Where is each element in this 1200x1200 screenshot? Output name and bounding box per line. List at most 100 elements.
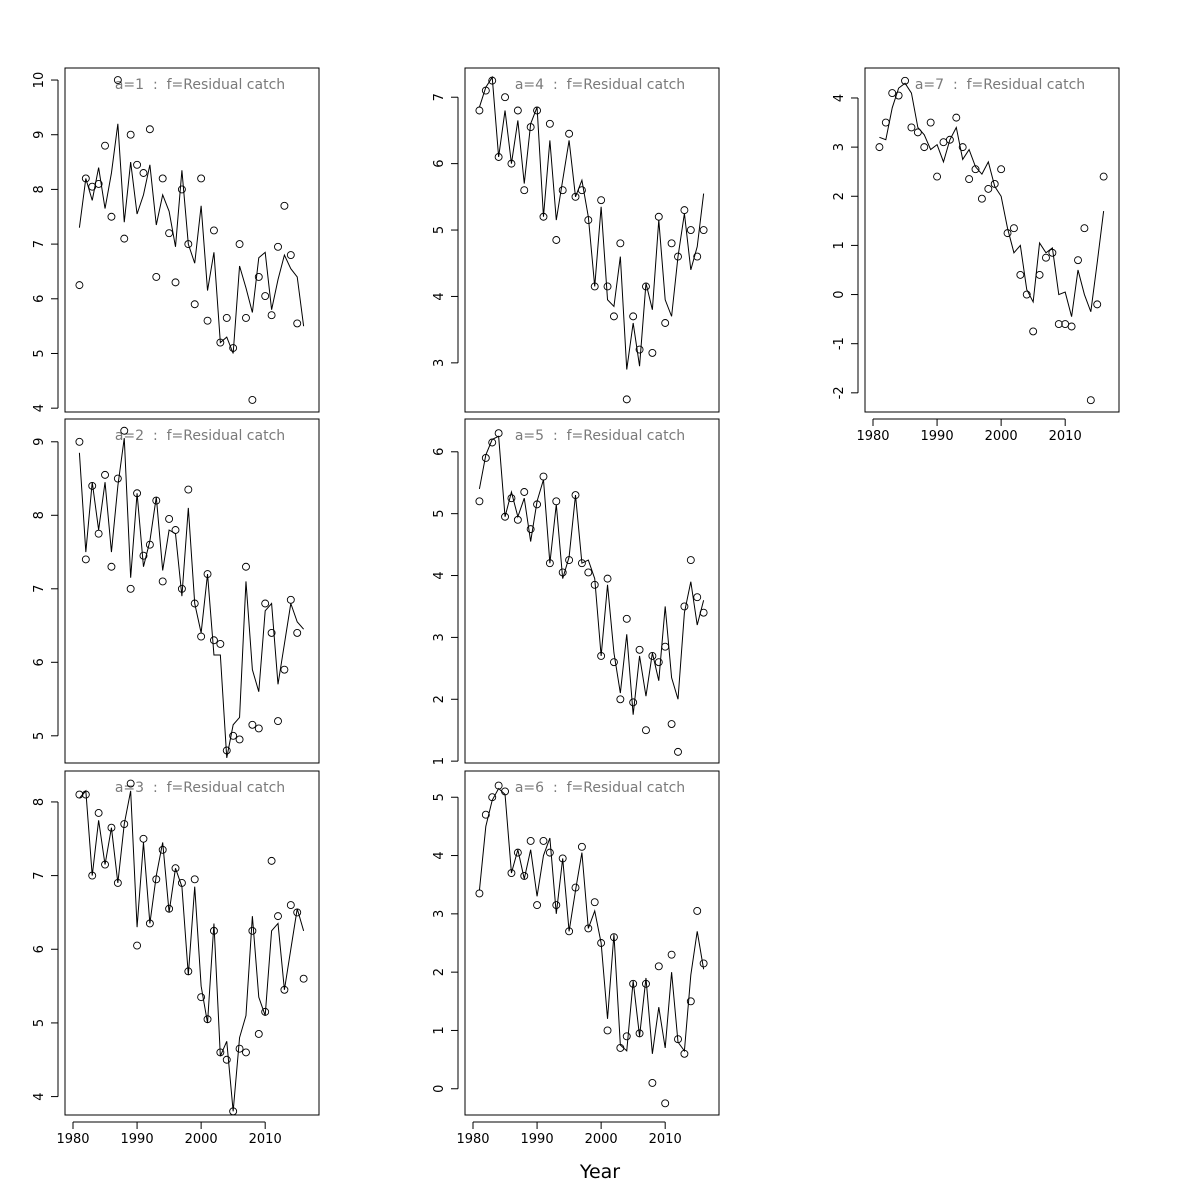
- fitted-line: [478, 435, 705, 715]
- observed-point: [254, 1030, 263, 1038]
- observed-point: [293, 319, 302, 328]
- observed-point: [94, 809, 103, 817]
- observed-point: [577, 842, 586, 851]
- observed-point: [158, 577, 167, 586]
- observed-point: [661, 319, 670, 327]
- observed-point: [235, 735, 244, 744]
- observed-point: [1054, 320, 1063, 328]
- y-tick-label: 8: [32, 798, 47, 806]
- observed-point: [1009, 224, 1018, 233]
- y-tick-label: 4: [432, 571, 447, 579]
- observed-point: [261, 599, 270, 608]
- observed-point: [901, 76, 909, 85]
- observed-point: [654, 962, 663, 971]
- panel-frame: [864, 67, 1120, 413]
- observed-point: [1016, 270, 1025, 279]
- observed-point: [680, 602, 689, 611]
- observed-point: [235, 1044, 244, 1053]
- y-tick-label: 1: [432, 757, 447, 765]
- observed-point: [280, 201, 289, 210]
- y-tick-label: 4: [832, 94, 847, 102]
- x-tick-label: 2010: [1049, 429, 1082, 444]
- observed-point: [545, 119, 554, 128]
- observed-point: [693, 593, 702, 602]
- observed-point: [539, 837, 548, 845]
- observed-point: [1086, 396, 1095, 405]
- observed-point: [139, 169, 148, 177]
- x-tick-label: 2000: [185, 1132, 218, 1147]
- y-tick-label: 3: [432, 633, 447, 641]
- observed-point: [654, 658, 663, 667]
- observed-point: [686, 226, 695, 234]
- y-tick-label: 9: [32, 131, 47, 139]
- observed-point: [965, 175, 974, 184]
- observed-point: [126, 130, 135, 139]
- observed-point: [552, 497, 561, 506]
- panel-title: a=3 : f=Residual catch: [115, 780, 285, 796]
- observed-point: [248, 396, 257, 404]
- y-tick-label: 7: [32, 871, 47, 879]
- observed-point: [1080, 224, 1089, 233]
- observed-point: [945, 135, 954, 144]
- observed-point: [280, 665, 289, 674]
- observed-point: [286, 901, 295, 910]
- x-tick-label: 1990: [121, 1132, 154, 1147]
- observed-point: [648, 1078, 657, 1087]
- observed-point: [267, 628, 276, 637]
- observed-point: [165, 515, 174, 523]
- panel-frame: [464, 418, 720, 764]
- observed-point: [1042, 253, 1050, 262]
- observed-point: [501, 93, 509, 102]
- y-tick-label: 7: [32, 585, 47, 593]
- observed-point: [603, 574, 612, 583]
- observed-point: [933, 172, 942, 181]
- panel-title: a=5 : f=Residual catch: [515, 428, 685, 444]
- observed-point: [609, 312, 618, 321]
- observed-point: [520, 871, 529, 880]
- observed-point: [184, 485, 193, 494]
- observed-point: [171, 864, 180, 873]
- observed-point: [520, 488, 529, 496]
- observed-point: [977, 194, 986, 203]
- panel-title: a=4 : f=Residual catch: [515, 77, 685, 93]
- x-axis-label: Year: [579, 1161, 620, 1183]
- y-tick-label: 6: [32, 945, 47, 953]
- observed-point: [552, 901, 561, 910]
- observed-point: [997, 165, 1006, 174]
- observed-point: [590, 898, 599, 907]
- observed-point: [475, 497, 484, 506]
- observed-point: [686, 997, 695, 1006]
- observed-point: [242, 1048, 250, 1057]
- y-tick-label: 5: [32, 349, 47, 357]
- observed-point: [197, 174, 206, 183]
- observed-point: [152, 272, 161, 281]
- fitted-line: [78, 123, 305, 354]
- x-tick-label: 2010: [249, 1132, 282, 1147]
- y-tick-label: 4: [432, 292, 447, 300]
- observed-point: [1061, 320, 1070, 328]
- observed-point: [101, 860, 109, 869]
- observed-point: [533, 901, 542, 910]
- observed-point: [126, 779, 135, 788]
- observed-point: [267, 856, 276, 865]
- observed-point: [190, 875, 199, 884]
- y-tick-label: 5: [32, 1019, 47, 1027]
- observed-point: [171, 278, 180, 287]
- observed-point: [177, 185, 186, 194]
- observed-point: [881, 118, 890, 127]
- observed-point: [667, 720, 676, 728]
- observed-point: [1022, 290, 1031, 299]
- panel-frame: [64, 418, 320, 764]
- observed-point: [139, 551, 148, 560]
- y-tick-label: 4: [32, 404, 47, 412]
- observed-point: [622, 395, 631, 404]
- observed-point: [622, 1032, 631, 1041]
- observed-point: [139, 834, 148, 843]
- y-tick-label: 3: [432, 910, 447, 918]
- observed-point: [635, 645, 644, 654]
- x-tick-label: 2010: [649, 1132, 682, 1147]
- observed-point: [120, 234, 129, 243]
- observed-point: [990, 180, 999, 188]
- y-tick-label: 6: [432, 159, 447, 167]
- observed-point: [699, 959, 708, 968]
